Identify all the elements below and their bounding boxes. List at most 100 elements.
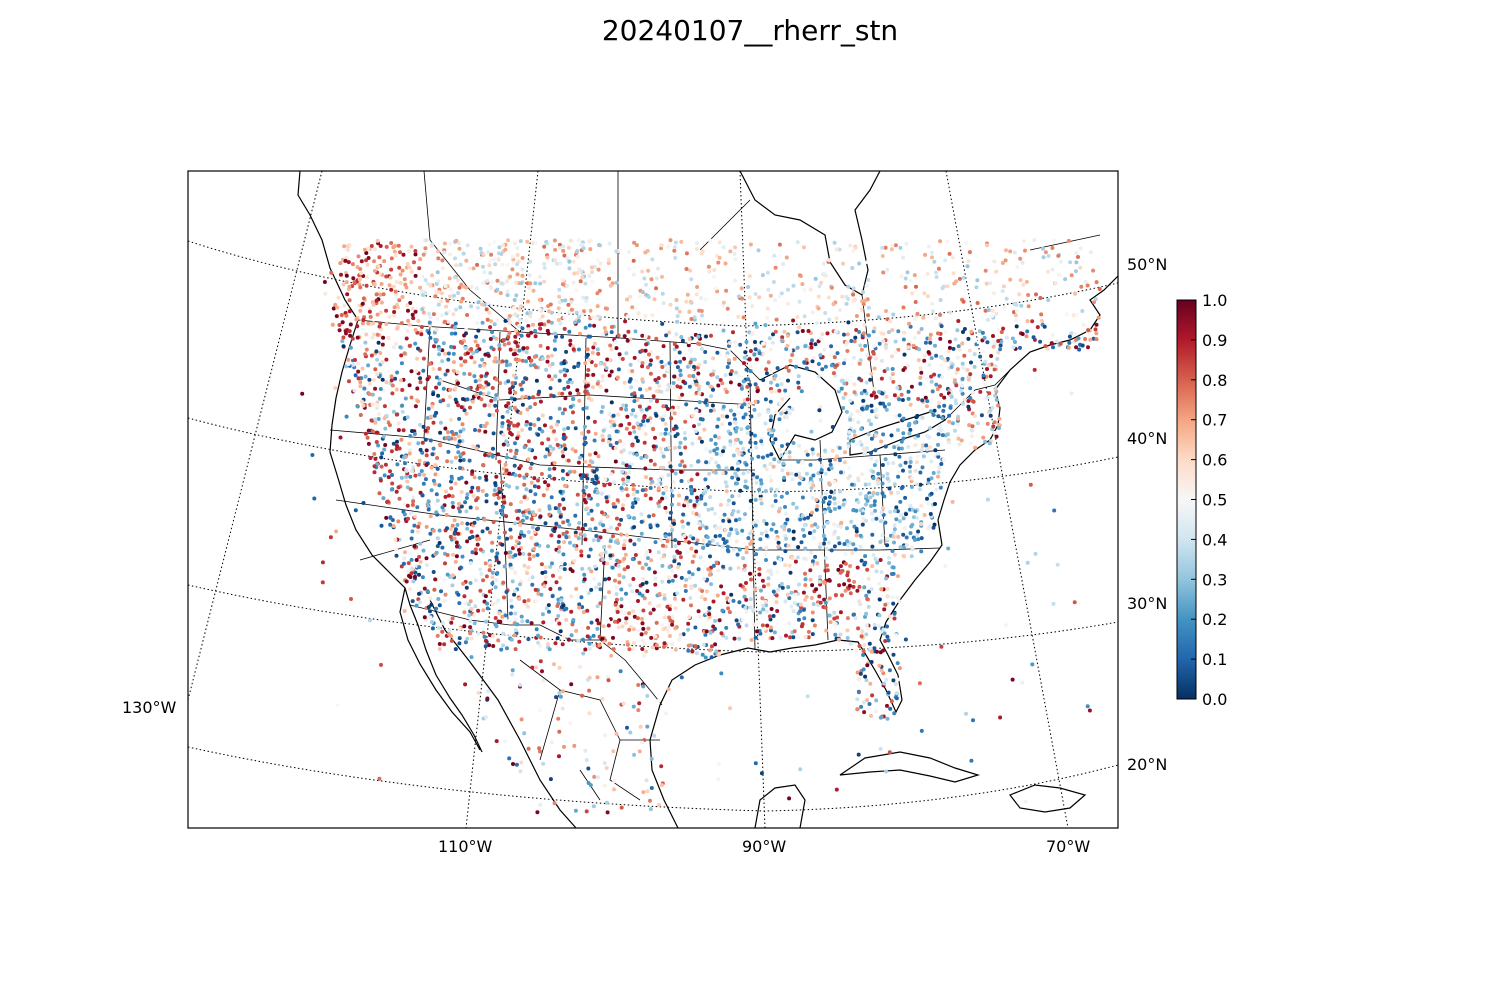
station-point xyxy=(849,412,854,417)
station-point xyxy=(654,413,659,418)
station-point xyxy=(992,259,997,264)
station-point xyxy=(818,405,823,409)
station-point xyxy=(667,460,672,465)
station-point xyxy=(436,256,441,261)
station-point xyxy=(792,601,797,606)
station-point xyxy=(890,328,895,333)
station-point xyxy=(764,558,768,562)
station-point xyxy=(889,247,894,252)
station-point xyxy=(925,404,929,409)
station-point xyxy=(728,380,733,385)
station-point xyxy=(672,374,677,379)
station-point xyxy=(768,461,773,466)
station-point xyxy=(973,445,978,450)
station-point xyxy=(981,435,986,440)
station-point xyxy=(802,314,807,319)
station-point xyxy=(518,304,523,309)
station-point xyxy=(440,545,445,550)
station-point xyxy=(742,594,747,599)
station-point xyxy=(885,634,890,639)
station-point xyxy=(380,360,385,365)
station-point xyxy=(780,585,785,590)
station-point xyxy=(865,567,870,572)
station-point xyxy=(494,393,499,398)
station-point xyxy=(576,238,581,243)
station-point xyxy=(378,244,383,248)
station-point xyxy=(578,331,582,336)
station-point xyxy=(453,527,458,532)
station-point xyxy=(489,252,494,257)
station-point xyxy=(559,561,564,565)
station-point xyxy=(916,529,921,534)
station-point xyxy=(951,271,956,276)
station-point xyxy=(543,454,548,459)
station-point xyxy=(967,423,972,428)
station-point xyxy=(673,544,678,548)
station-point xyxy=(991,424,996,429)
station-point xyxy=(864,518,869,523)
station-point xyxy=(725,414,730,419)
station-point xyxy=(533,281,538,286)
station-point xyxy=(819,468,824,473)
station-point xyxy=(753,347,758,352)
station-point xyxy=(504,404,509,408)
station-point xyxy=(784,511,788,516)
station-point xyxy=(592,774,597,779)
station-point xyxy=(742,398,747,403)
station-point xyxy=(768,293,773,298)
station-point xyxy=(1055,339,1059,344)
station-point xyxy=(799,624,804,629)
station-point xyxy=(536,526,541,531)
station-point xyxy=(586,511,591,516)
station-point xyxy=(708,449,713,454)
station-point xyxy=(816,374,821,379)
station-point xyxy=(899,439,904,444)
station-point xyxy=(542,584,547,589)
station-point xyxy=(945,356,950,361)
station-point xyxy=(783,388,788,393)
station-point xyxy=(768,418,773,423)
station-point xyxy=(800,460,805,465)
station-point xyxy=(859,558,864,563)
station-point xyxy=(506,419,511,424)
station-point xyxy=(878,540,883,544)
station-point xyxy=(838,610,843,615)
station-point xyxy=(398,345,403,350)
station-point xyxy=(438,399,443,404)
station-point xyxy=(647,601,652,606)
station-point xyxy=(716,761,721,766)
station-point xyxy=(395,370,400,375)
station-point xyxy=(461,397,465,401)
station-point xyxy=(445,553,450,557)
station-point xyxy=(885,543,890,548)
station-point xyxy=(579,595,584,600)
station-point xyxy=(871,351,876,356)
station-point xyxy=(1072,600,1077,605)
station-point xyxy=(589,569,594,574)
station-point xyxy=(501,494,506,499)
station-point xyxy=(790,556,795,561)
station-point xyxy=(606,623,611,628)
station-point xyxy=(482,634,487,639)
station-point xyxy=(774,410,779,415)
station-point xyxy=(738,342,743,347)
station-point xyxy=(625,479,630,483)
station-point xyxy=(841,502,846,507)
station-point xyxy=(513,647,518,652)
station-point xyxy=(465,526,470,531)
station-point xyxy=(903,495,908,500)
station-point xyxy=(379,282,384,286)
station-point xyxy=(511,306,516,311)
station-point xyxy=(896,574,900,579)
station-point xyxy=(1028,482,1033,487)
station-point xyxy=(893,682,898,686)
station-point xyxy=(375,357,380,362)
station-point xyxy=(797,582,801,587)
station-point xyxy=(621,503,625,508)
station-point xyxy=(834,316,839,321)
station-point xyxy=(935,387,940,392)
station-point xyxy=(663,496,668,500)
station-point xyxy=(810,447,815,452)
station-point xyxy=(644,342,649,347)
station-point xyxy=(424,238,429,243)
